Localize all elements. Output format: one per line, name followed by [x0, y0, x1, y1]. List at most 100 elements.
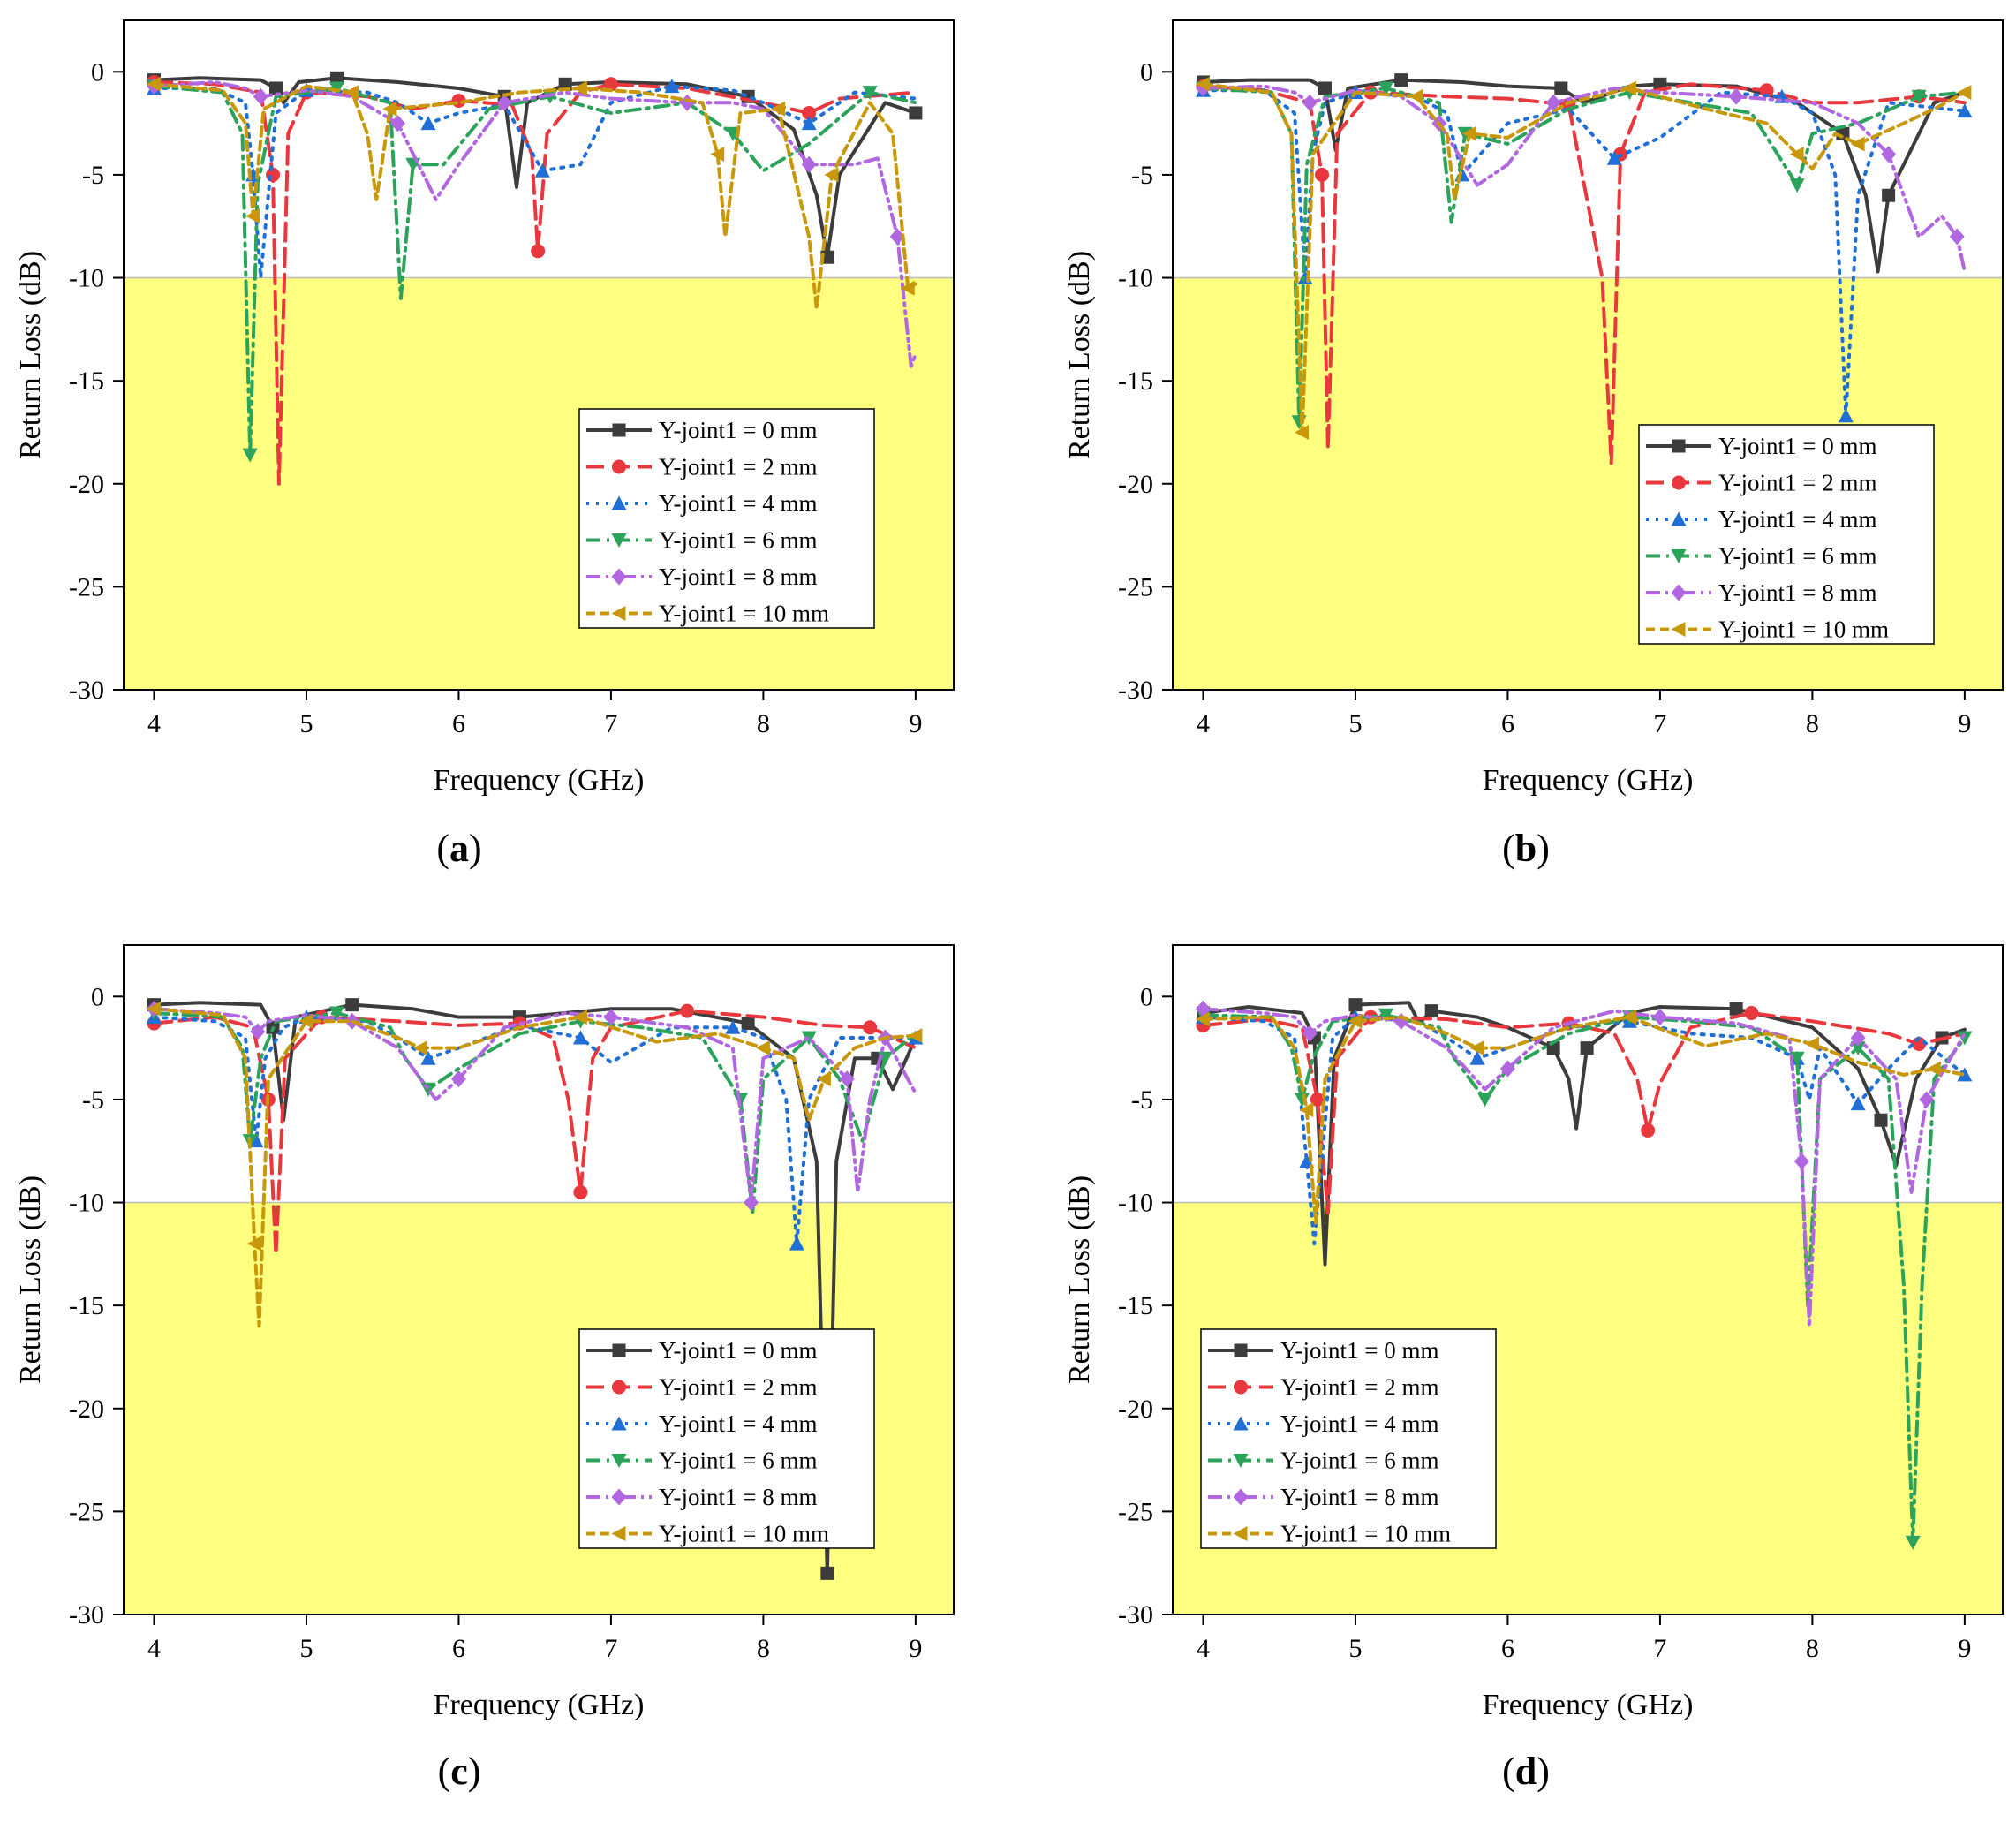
series-line-5: [152, 80, 917, 368]
series-line-1: [1201, 1001, 1967, 1267]
data-point: [1957, 1067, 1973, 1082]
legend-marker: [611, 1488, 627, 1506]
legend-marker: [1671, 622, 1686, 637]
data-point: [1905, 1535, 1921, 1550]
legend: Y-joint1 = 0 mm Y-joint1 = 2 mm Y-joint1 =…: [578, 408, 875, 629]
data-point: [755, 1040, 770, 1056]
data-point: [389, 115, 405, 132]
data-point: [889, 228, 905, 246]
data-point: [1850, 1096, 1866, 1111]
data-point: [1606, 150, 1622, 165]
x-tick-label: 8: [757, 709, 770, 738]
data-point: [345, 998, 359, 1012]
panel-label: (a): [436, 827, 481, 870]
data-point: [1789, 1051, 1805, 1066]
series-group: [1195, 998, 1973, 1550]
y-tick-label: -15: [69, 1291, 104, 1320]
series-line-5: [152, 1007, 917, 1205]
x-axis-title: Frequency (GHz): [1483, 764, 1694, 797]
data-point: [679, 94, 695, 111]
data-point: [1348, 998, 1363, 1012]
y-tick-label: -25: [69, 1497, 104, 1526]
data-point: [1957, 103, 1973, 118]
legend-marker: [1233, 1454, 1249, 1468]
data-point: [1299, 1102, 1314, 1118]
data-point: [1195, 76, 1210, 92]
data-point: [603, 77, 618, 92]
x-tick-label: 5: [299, 1634, 313, 1663]
x-tick-label: 4: [147, 1634, 161, 1663]
series-line-5: [1201, 84, 1967, 274]
legend-label: Y-joint1 = 6 mm: [1718, 543, 1876, 570]
data-point: [1554, 81, 1568, 95]
legend-label: Y-joint1 = 8 mm: [659, 1484, 817, 1510]
data-point: [820, 1566, 834, 1580]
legend-label: Y-joint1 = 4 mm: [659, 1410, 817, 1437]
data-point: [1759, 83, 1774, 98]
plot-frame: [1172, 19, 2004, 691]
legend-marker: [1672, 475, 1686, 490]
y-tick-label: 0: [91, 57, 104, 87]
legend-marker: [1233, 1488, 1249, 1506]
legend-marker: [611, 606, 626, 621]
data-point: [420, 1050, 436, 1065]
series-line-1: [1201, 78, 1967, 274]
series-line-5: [1201, 1007, 1967, 1328]
data-point: [909, 106, 923, 120]
data-point: [710, 147, 725, 163]
legend-label: Y-joint1 = 2 mm: [659, 454, 817, 480]
data-point: [1302, 94, 1318, 111]
y-axis-title: Return Loss (dB): [14, 251, 47, 459]
y-tick-label: -10: [69, 1189, 104, 1218]
data-point: [1621, 1010, 1636, 1025]
series-line-6: [1201, 1015, 1967, 1225]
x-tick-label: 7: [1653, 1634, 1666, 1663]
x-tick-label: 4: [147, 709, 161, 738]
y-tick-label: -20: [1118, 1395, 1153, 1424]
data-point: [1499, 1060, 1515, 1078]
legend-marker: [1234, 1343, 1248, 1357]
x-tick-label: 6: [1501, 709, 1514, 738]
legend-marker: [611, 568, 627, 586]
legend-marker: [611, 495, 627, 510]
data-point: [1378, 1008, 1393, 1023]
data-point: [908, 1028, 923, 1044]
x-tick-label: 7: [1653, 709, 1666, 738]
data-point: [1949, 228, 1965, 246]
y-tick-label: -5: [1131, 1085, 1153, 1115]
data-point: [801, 155, 817, 173]
data-point: [1195, 1000, 1211, 1017]
legend-label: Y-joint1 = 0 mm: [1718, 433, 1876, 459]
legend-marker: [611, 1454, 627, 1468]
chart-panel-3: 4 5 6 7 8 9 0 -5 -10 -15 -20 -25 -30 Frequency (GHz) R…: [14, 944, 955, 1793]
data-point: [1652, 1009, 1668, 1026]
x-tick-label: 6: [1501, 1634, 1514, 1663]
legend-label: Y-joint1 = 10 mm: [659, 601, 829, 627]
legend-marker: [612, 1343, 626, 1357]
legend-marker: [1234, 1380, 1248, 1395]
data-point: [245, 208, 260, 224]
data-point: [1295, 424, 1310, 440]
y-tick-label: -25: [1118, 572, 1153, 601]
y-tick-label: -30: [1118, 1600, 1153, 1630]
data-point: [329, 71, 344, 85]
data-point: [1302, 1025, 1318, 1042]
legend-box: [1638, 424, 1935, 645]
data-point: [250, 1023, 266, 1040]
data-point: [344, 85, 359, 101]
data-point: [1911, 89, 1927, 104]
data-point: [744, 1194, 759, 1212]
data-point: [1850, 1041, 1866, 1056]
legend-label: Y-joint1 = 0 mm: [659, 417, 817, 443]
y-tick-label: -15: [1118, 367, 1153, 396]
legend-marker: [612, 423, 626, 437]
data-point: [801, 116, 817, 131]
legend-marker: [611, 533, 627, 548]
data-point: [268, 81, 283, 95]
data-point: [412, 1040, 427, 1056]
y-tick-label: -10: [1118, 264, 1153, 293]
legend-label: Y-joint1 = 6 mm: [659, 527, 817, 554]
y-tick-label: -30: [69, 676, 104, 705]
panel-label: (c): [438, 1750, 481, 1793]
